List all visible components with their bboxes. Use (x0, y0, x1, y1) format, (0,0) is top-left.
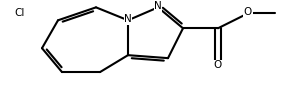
Text: O: O (244, 7, 252, 17)
Text: O: O (214, 60, 222, 70)
Text: N: N (154, 1, 162, 11)
Text: Cl: Cl (15, 8, 25, 18)
Text: N: N (124, 14, 132, 24)
